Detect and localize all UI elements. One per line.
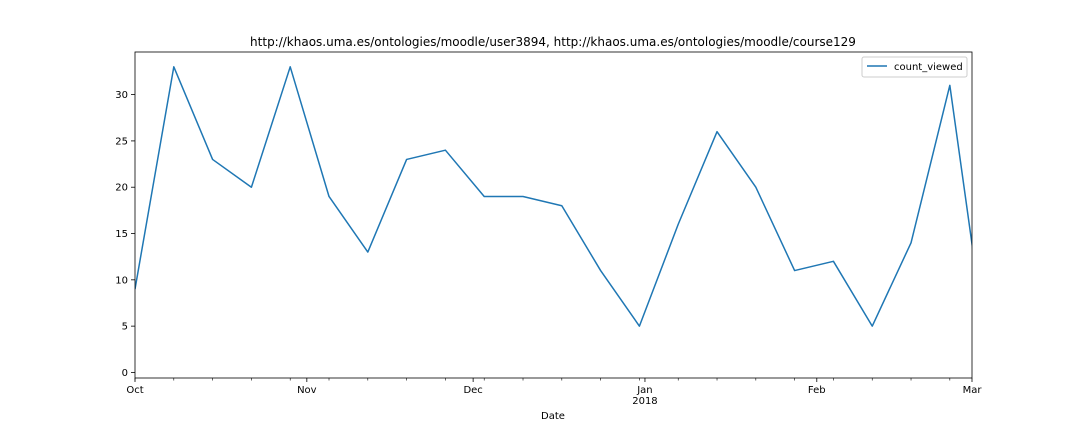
x-tick-label: Dec <box>463 385 482 396</box>
x-tick-label: Nov <box>297 385 317 396</box>
y-tick-label: 20 <box>115 183 128 194</box>
x-tick-label: Feb <box>808 385 826 396</box>
plot-area <box>134 51 973 379</box>
series-line-count-viewed <box>135 66 972 327</box>
y-tick-label: 5 <box>122 322 128 333</box>
x-tick-label: Mar <box>963 385 983 396</box>
x-tick-label: Oct <box>126 385 143 396</box>
legend: count_viewed <box>861 56 968 78</box>
legend-box <box>861 56 968 78</box>
y-tick-label: 0 <box>122 368 128 379</box>
x-tick-sublabel: 2018 <box>632 396 657 407</box>
y-axis: 0 5 10 15 20 25 30 <box>115 90 135 379</box>
x-axis-label: Date <box>541 411 565 422</box>
y-tick-label: 30 <box>115 90 128 101</box>
chart-title: http://khaos.uma.es/ontologies/moodle/us… <box>250 35 856 49</box>
y-tick-label: 10 <box>115 275 128 286</box>
plot-frame <box>134 51 973 379</box>
x-tick-label: Jan <box>636 385 652 396</box>
y-tick-label: 15 <box>115 229 128 240</box>
y-tick-label: 25 <box>115 136 128 147</box>
legend-label: count_viewed <box>894 62 963 73</box>
